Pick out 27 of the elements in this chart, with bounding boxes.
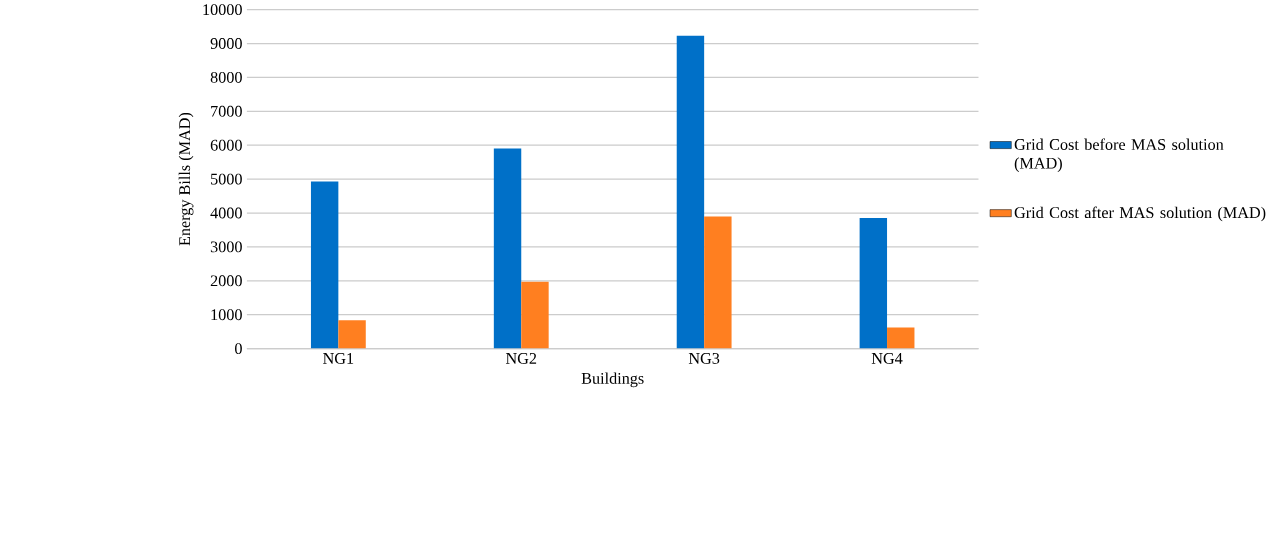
y-tick-label: 3000 <box>210 241 242 253</box>
bar <box>887 327 915 349</box>
y-tick-label: 2000 <box>210 275 242 287</box>
y-axis-title: Energy Bills (MAD) <box>178 112 194 246</box>
bar <box>338 320 366 349</box>
y-tick-label: 10000 <box>203 4 242 16</box>
y-tick-label: 6000 <box>210 139 242 151</box>
bar <box>859 218 888 349</box>
legend-label: Grid Cost before MAS solution (MAD) <box>1014 138 1224 172</box>
bar <box>704 216 732 349</box>
x-axis-title: Buildings <box>581 372 644 388</box>
y-tick-label: 9000 <box>210 38 242 49</box>
bar <box>493 148 522 349</box>
bar <box>676 35 705 349</box>
y-tick-label: 1000 <box>211 309 242 321</box>
y-tick-label: 5000 <box>211 173 242 185</box>
y-tick-label: 7000 <box>211 105 242 117</box>
bar <box>310 181 339 349</box>
x-tick-label: NG3 <box>688 353 720 364</box>
legend-label: Grid Cost after MAS solution (MAD) <box>1014 206 1266 222</box>
x-tick-label: NG4 <box>871 353 903 364</box>
x-tick-label: NG2 <box>505 353 537 364</box>
y-tick-label: 4000 <box>210 207 242 219</box>
y-tick-label: 0 <box>235 343 242 355</box>
bar <box>521 281 549 349</box>
y-tick-label: 8000 <box>210 71 242 83</box>
x-tick-label: NG1 <box>323 353 354 364</box>
